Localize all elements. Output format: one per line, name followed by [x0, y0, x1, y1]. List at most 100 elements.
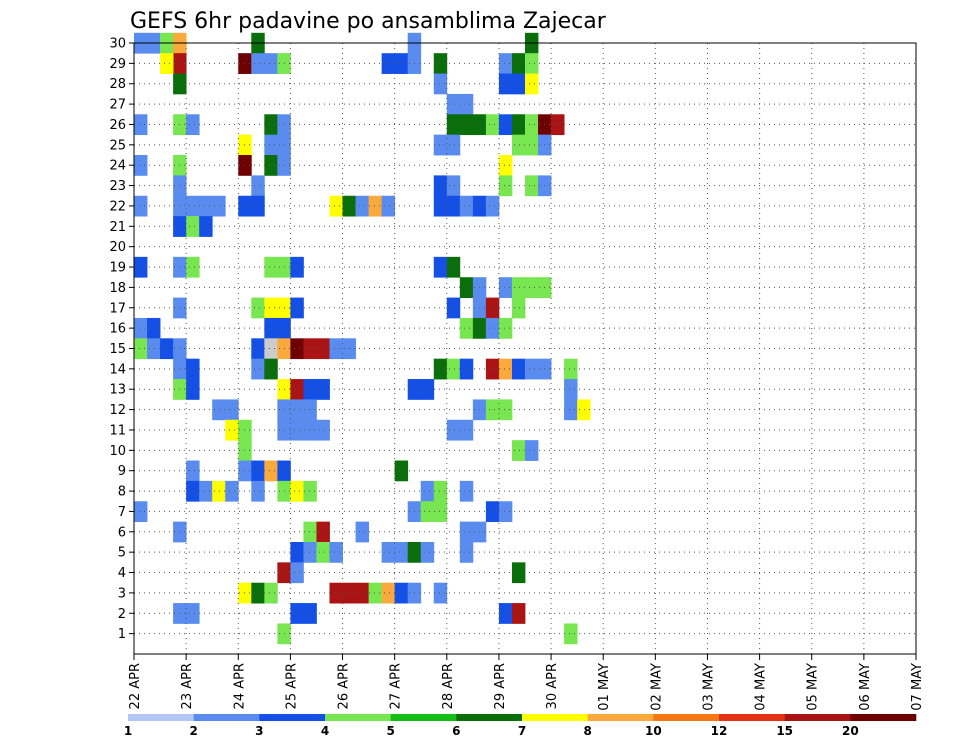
y-tick-label: 23	[109, 179, 126, 194]
heatmap-cell	[433, 480, 448, 502]
heatmap-cell	[290, 541, 304, 563]
heatmap-cell	[303, 480, 317, 502]
heatmap-cell	[485, 501, 500, 523]
heatmap-cell	[186, 114, 200, 136]
x-tick-label: 29 APR	[493, 663, 508, 709]
heatmap-cell	[459, 541, 474, 563]
heatmap-cell	[446, 297, 461, 319]
heatmap-cell	[290, 603, 304, 624]
heatmap-cell	[303, 603, 317, 624]
heatmap-cell	[433, 501, 448, 523]
heatmap-cell	[290, 419, 304, 441]
heatmap-cell	[420, 480, 435, 502]
heatmap-cell	[368, 195, 383, 217]
heatmap-cell	[251, 582, 265, 604]
y-tick-label: 10	[109, 444, 126, 459]
heatmap-cell	[459, 195, 474, 217]
heatmap-cell	[459, 358, 474, 380]
y-tick-label: 2	[118, 607, 126, 622]
heatmap-cell	[498, 73, 513, 95]
heatmap-cell	[355, 521, 369, 543]
heatmap-cell	[251, 195, 265, 217]
y-tick-label: 29	[109, 57, 126, 72]
heatmap-cell	[264, 317, 278, 339]
legend-label: 6	[452, 724, 460, 738]
y-tick-label: 15	[109, 342, 126, 357]
legend-label: 3	[255, 724, 263, 738]
heatmap-cell	[251, 460, 265, 482]
legend-label: 10	[645, 724, 662, 738]
y-tick-label: 16	[109, 322, 126, 337]
heatmap-cell	[511, 297, 526, 319]
heatmap-cell	[134, 338, 148, 360]
heatmap-cell	[329, 338, 343, 360]
heatmap-cell	[577, 399, 591, 421]
heatmap-cell	[199, 480, 213, 502]
heatmap-cell	[290, 562, 304, 584]
heatmap-cell	[459, 93, 474, 115]
heatmap-cell	[186, 358, 200, 380]
heatmap-cell	[498, 317, 513, 339]
heatmap-cell	[316, 521, 330, 543]
heatmap-cell	[303, 399, 317, 421]
grid-lines	[134, 42, 917, 654]
heatmap-cell	[433, 358, 448, 380]
heatmap-cell	[212, 195, 226, 217]
legend-label: 2	[189, 724, 197, 738]
heatmap-cell	[433, 195, 448, 217]
heatmap-cell	[498, 155, 513, 176]
y-tick-label: 24	[109, 159, 126, 174]
x-tick-label: 06 MAY	[858, 663, 873, 711]
x-tick-label: 30 APR	[545, 663, 560, 709]
y-tick-label: 8	[118, 485, 126, 500]
y-tick-label: 14	[109, 362, 126, 377]
x-tick-label: 26 APR	[337, 663, 352, 709]
heatmap-cell	[498, 399, 513, 421]
heatmap-cell	[134, 317, 148, 339]
heatmap-cell	[420, 501, 435, 523]
heatmap-cell	[303, 379, 317, 400]
y-tick-label: 5	[118, 546, 126, 561]
y-tick-label: 22	[109, 199, 126, 214]
y-tick-label: 25	[109, 138, 126, 153]
y-tick-label: 9	[118, 464, 126, 479]
heatmap-cell	[511, 53, 526, 74]
y-tick-label: 3	[118, 586, 126, 601]
heatmap-cell	[485, 399, 500, 421]
heatmap-cell	[459, 317, 474, 339]
heatmap-cell	[498, 358, 513, 380]
heatmap-cell	[264, 460, 278, 482]
heatmap-cell	[290, 256, 304, 278]
heatmap-cell	[446, 358, 461, 380]
legend-label: 8	[583, 724, 591, 738]
heatmap-cell	[355, 582, 369, 604]
heatmap-cell	[459, 521, 474, 543]
legend-label: 7	[518, 724, 526, 738]
y-tick-label: 7	[118, 505, 126, 520]
heatmap-cell	[446, 175, 461, 197]
heatmap-cell	[186, 195, 200, 217]
heatmap-cell	[251, 175, 265, 197]
heatmap-cell	[446, 114, 461, 136]
heatmap-cell	[564, 399, 578, 421]
heatmap-cell	[485, 195, 500, 217]
x-tick-label: 23 APR	[180, 663, 195, 709]
legend-swatch	[719, 714, 785, 721]
heatmap-cell	[459, 419, 474, 441]
legend-swatch	[325, 714, 391, 721]
heatmap-cell	[511, 358, 526, 380]
x-tick-label: 27 APR	[389, 663, 404, 709]
heatmap-cell	[381, 195, 396, 217]
legend-swatch	[522, 714, 588, 721]
heatmap-cell	[394, 582, 409, 604]
y-tick-label: 19	[109, 261, 126, 276]
legend-swatch	[784, 714, 851, 721]
heatmap-cell	[511, 440, 526, 461]
x-tick-label: 03 MAY	[702, 663, 717, 711]
heatmap-cell	[160, 53, 174, 74]
heatmap-cell	[511, 114, 526, 136]
heatmap-cell	[147, 338, 161, 360]
heatmap-cell	[186, 379, 200, 400]
x-tick-label: 04 MAY	[754, 663, 769, 711]
